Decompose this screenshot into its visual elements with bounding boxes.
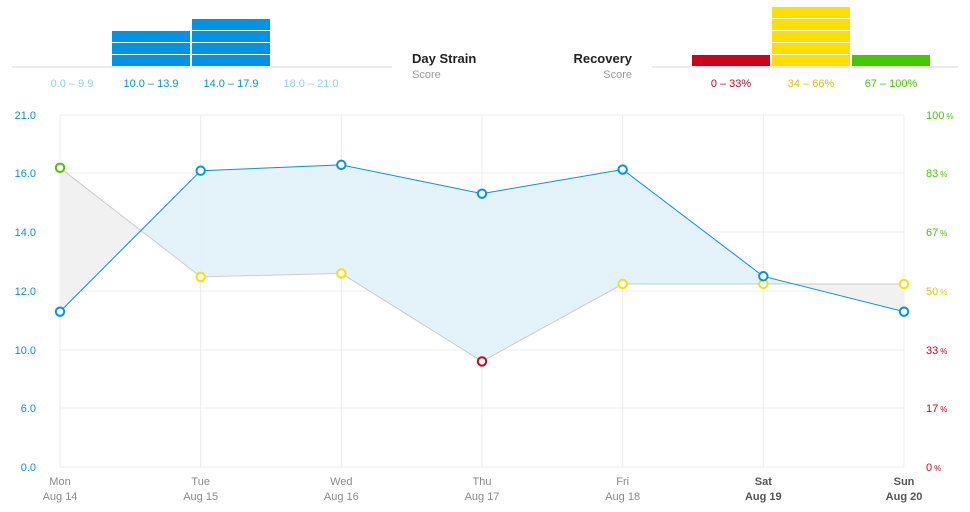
strain-subtitle: Score: [412, 69, 441, 81]
x-date-label: Aug 19: [745, 491, 782, 503]
recovery-bin-label: 34 – 66%: [788, 78, 835, 90]
recovery-point[interactable]: [898, 278, 910, 290]
left-tick-label: 12.0: [15, 286, 36, 298]
right-tick-unit: %: [940, 405, 947, 414]
recovery-title: Recovery: [573, 51, 632, 66]
right-tick-value: 33: [926, 345, 938, 357]
recovery-hist-block: [772, 55, 850, 66]
strain-title: Day Strain: [412, 51, 476, 66]
strain-bin-label: 18.0 – 21.0: [283, 78, 338, 90]
right-tick-unit: %: [940, 170, 947, 179]
left-tick-label: 6.0: [21, 403, 36, 415]
left-tick-label: 14.0: [15, 227, 36, 239]
right-tick-value: 83: [926, 168, 938, 180]
recovery-point[interactable]: [336, 268, 347, 279]
recovery-point[interactable]: [476, 356, 488, 367]
x-date-label: Aug 17: [465, 491, 500, 503]
recovery-hist-block: [772, 43, 850, 54]
band-area: [622, 169, 764, 284]
recovery-subtitle: Score: [603, 69, 632, 81]
x-date-label: Aug 18: [605, 491, 640, 503]
strain-point[interactable]: [476, 188, 488, 199]
strain-histogram: [112, 19, 270, 66]
recovery-hist-block: [852, 55, 930, 66]
x-date-label: Aug 20: [886, 491, 923, 503]
x-day-label: Tue: [191, 476, 210, 488]
band-area: [60, 167, 141, 312]
right-tick-value: 100: [926, 110, 944, 122]
right-tick-label: 67%: [926, 227, 947, 239]
recovery-point[interactable]: [617, 278, 628, 290]
band-area: [341, 164, 482, 362]
recovery-hist-block: [772, 19, 850, 30]
strain-point[interactable]: [336, 159, 347, 171]
recovery-point[interactable]: [195, 271, 206, 283]
strain-hist-block: [192, 19, 270, 30]
band-area: [200, 164, 342, 277]
x-day-label: Wed: [330, 476, 352, 488]
right-tick-label: 33%: [926, 345, 947, 357]
right-tick-value: 50: [926, 286, 938, 298]
left-tick-label: 0.0: [21, 462, 36, 474]
right-tick-unit: %: [946, 112, 953, 121]
x-day-label: Sat: [755, 476, 772, 488]
x-day-label: Mon: [49, 476, 70, 488]
right-tick-label: 100%: [926, 110, 953, 122]
left-tick-label: 16.0: [15, 168, 36, 180]
left-axis: 0.0 6.0 10.0 12.0 14.0 16.0 21.0: [15, 110, 36, 474]
strain-hist-block: [192, 55, 270, 66]
recovery-point[interactable]: [54, 162, 66, 174]
right-tick-value: 17: [926, 403, 938, 415]
right-tick-value: 67: [926, 227, 938, 239]
x-day-label: Thu: [473, 476, 492, 488]
recovery-histogram: [692, 7, 930, 66]
right-tick-unit: %: [940, 288, 947, 297]
x-date-label: Aug 14: [43, 491, 78, 503]
left-tick-label: 10.0: [15, 345, 36, 357]
strain-hist-block: [112, 55, 190, 66]
right-tick-label: 0%: [926, 462, 941, 474]
strain-hist-block: [112, 43, 190, 54]
band-area: [140, 170, 201, 277]
recovery-bin-labels: 0 – 33% 34 – 66% 67 – 100%: [711, 78, 918, 90]
strain-point[interactable]: [758, 271, 769, 282]
x-axis: Mon Aug 14 Tue Aug 15 Wed Aug 16 Thu Aug 17 Fri A…: [43, 476, 923, 503]
strain-hist-block: [192, 43, 270, 54]
x-date-label: Aug 15: [183, 491, 218, 503]
right-tick-unit: %: [940, 347, 947, 356]
chart-points: [54, 159, 910, 367]
recovery-hist-block: [772, 31, 850, 42]
strain-point[interactable]: [195, 165, 206, 176]
right-tick-label: 83%: [926, 168, 947, 180]
right-axis: 0 %17 %33 %50 %67 %83 %100%: [926, 110, 953, 474]
band-area: [482, 169, 623, 362]
strain-hist-block: [112, 31, 190, 42]
recovery-hist-block: [692, 55, 770, 66]
strain-bin-labels: 0.0 – 9.9 10.0 – 13.9 14.0 – 17.9 18.0 – 21…: [51, 78, 339, 90]
strain-bin-label: 14.0 – 17.9: [203, 78, 258, 90]
strain-point[interactable]: [54, 306, 66, 317]
recovery-hist-block: [772, 7, 850, 18]
strain-point[interactable]: [898, 306, 910, 317]
strain-hist-block: [192, 31, 270, 42]
right-tick-label: 50%: [926, 286, 947, 298]
recovery-bin-label: 0 – 33%: [711, 78, 752, 90]
right-tick-value: 0: [926, 462, 932, 474]
strain-bin-label: 10.0 – 13.9: [123, 78, 178, 90]
right-tick-unit: %: [934, 464, 941, 473]
x-day-label: Sun: [894, 476, 915, 488]
right-tick-unit: %: [940, 229, 947, 238]
recovery-bin-label: 67 – 100%: [865, 78, 918, 90]
right-tick-label: 17%: [926, 403, 947, 415]
left-tick-label: 21.0: [15, 110, 36, 122]
strain-point[interactable]: [617, 164, 628, 175]
strain-bin-label: 0.0 – 9.9: [51, 78, 94, 90]
x-day-label: Fri: [616, 476, 629, 488]
x-date-label: Aug 16: [324, 491, 359, 503]
